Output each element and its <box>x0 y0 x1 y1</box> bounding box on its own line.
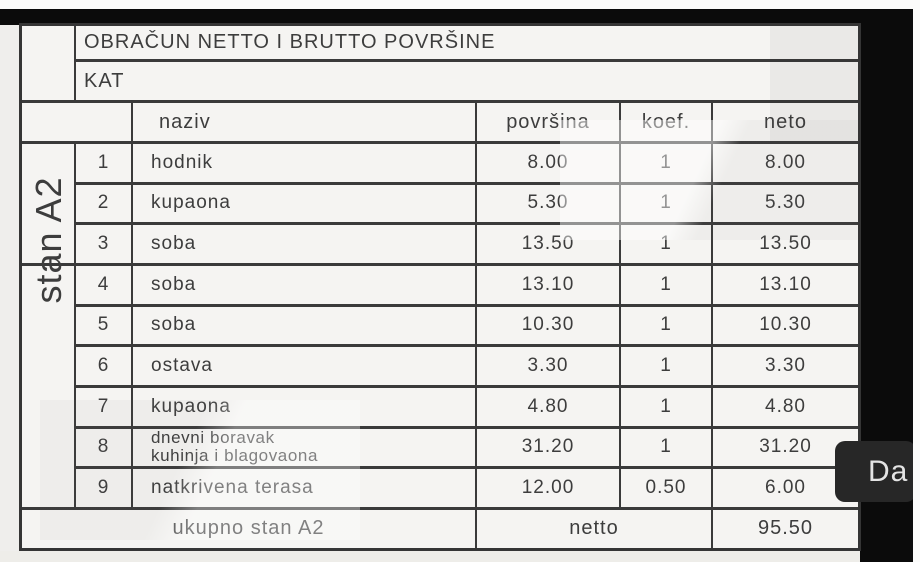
blank-corner-cell <box>22 26 76 103</box>
room-name-line1: dnevni boravak <box>151 428 275 448</box>
room-name-cell: kupaona <box>133 184 477 226</box>
blank-header-cell <box>22 103 133 144</box>
net-cell: 4.80 <box>713 388 858 429</box>
room-name-cell: hodnik <box>133 144 477 185</box>
row-num: 1 <box>76 144 133 185</box>
net-cell: 31.20 <box>713 429 858 470</box>
area-calculation-table: OBRAČUN NETTO I BRUTTO POVRŠINE KAT nazi… <box>19 23 861 551</box>
column-header-net: neto <box>713 103 858 144</box>
coef-cell: 1 <box>621 347 713 388</box>
row-group-cell-top <box>22 144 76 266</box>
area-cell: 3.30 <box>477 347 621 388</box>
area-cell: 10.30 <box>477 306 621 348</box>
coef-cell: 1 <box>621 225 713 266</box>
net-cell: 10.30 <box>713 307 858 348</box>
bottom-margin <box>0 551 860 562</box>
net-cell: 13.50 <box>713 225 858 266</box>
area-cell: 8.00 <box>477 144 621 185</box>
room-name-cell: soba <box>133 306 477 348</box>
net-cell: 6.00 <box>713 469 858 510</box>
coef-cell: 1 <box>621 387 713 429</box>
table-subtitle: KAT <box>76 62 858 103</box>
room-name-cell: dnevni boravak kuhinja i blagovaona <box>133 428 477 470</box>
room-name-cell: kupaona <box>133 387 477 429</box>
coef-cell: 1 <box>621 265 713 307</box>
area-cell: 5.30 <box>477 184 621 226</box>
area-cell: 4.80 <box>477 387 621 429</box>
row-num: 9 <box>76 469 133 510</box>
coef-cell: 1 <box>621 144 713 185</box>
top-black-bar <box>0 9 912 25</box>
column-header-coef: koef. <box>621 103 713 144</box>
room-name-cell: natkrivena terasa <box>133 469 477 510</box>
coef-cell: 1 <box>621 306 713 348</box>
da-button-label: Da <box>868 454 909 488</box>
footer-mode-label: netto <box>477 509 713 548</box>
area-cell: 13.50 <box>477 225 621 266</box>
room-name-cell: soba <box>133 265 477 307</box>
area-cell: 31.20 <box>477 428 621 470</box>
footer-total-value: 95.50 <box>757 517 814 540</box>
table-title: OBRAČUN NETTO I BRUTTO POVRŠINE <box>76 26 858 62</box>
net-cell: 5.30 <box>713 185 858 226</box>
net-cell: 13.10 <box>713 266 858 307</box>
row-num: 8 <box>76 428 133 470</box>
coef-cell: 1 <box>621 184 713 226</box>
area-cell: 13.10 <box>477 265 621 307</box>
room-name-line2: kuhinja i blagovaona <box>151 446 319 466</box>
da-button[interactable]: Da <box>835 441 916 502</box>
row-num: 7 <box>76 387 133 429</box>
top-margin <box>0 0 920 9</box>
net-cell: 8.00 <box>713 144 858 185</box>
row-num: 2 <box>76 184 133 226</box>
room-name-cell: ostava <box>133 347 477 388</box>
net-cell: 3.30 <box>713 347 858 388</box>
coef-cell: 0.50 <box>621 469 713 510</box>
footer-total-label: ukupno stan A2 <box>22 509 477 548</box>
row-num: 3 <box>76 225 133 266</box>
row-num: 4 <box>76 265 133 307</box>
row-num: 6 <box>76 347 133 388</box>
row-group-cell-bottom <box>22 265 76 510</box>
area-cell: 12.00 <box>477 469 621 510</box>
right-margin <box>913 0 920 562</box>
coef-cell: 1 <box>621 428 713 470</box>
room-name-cell: soba <box>133 225 477 266</box>
column-header-area: površina <box>477 103 621 144</box>
column-header-name: naziv <box>133 103 477 144</box>
row-num: 5 <box>76 306 133 348</box>
